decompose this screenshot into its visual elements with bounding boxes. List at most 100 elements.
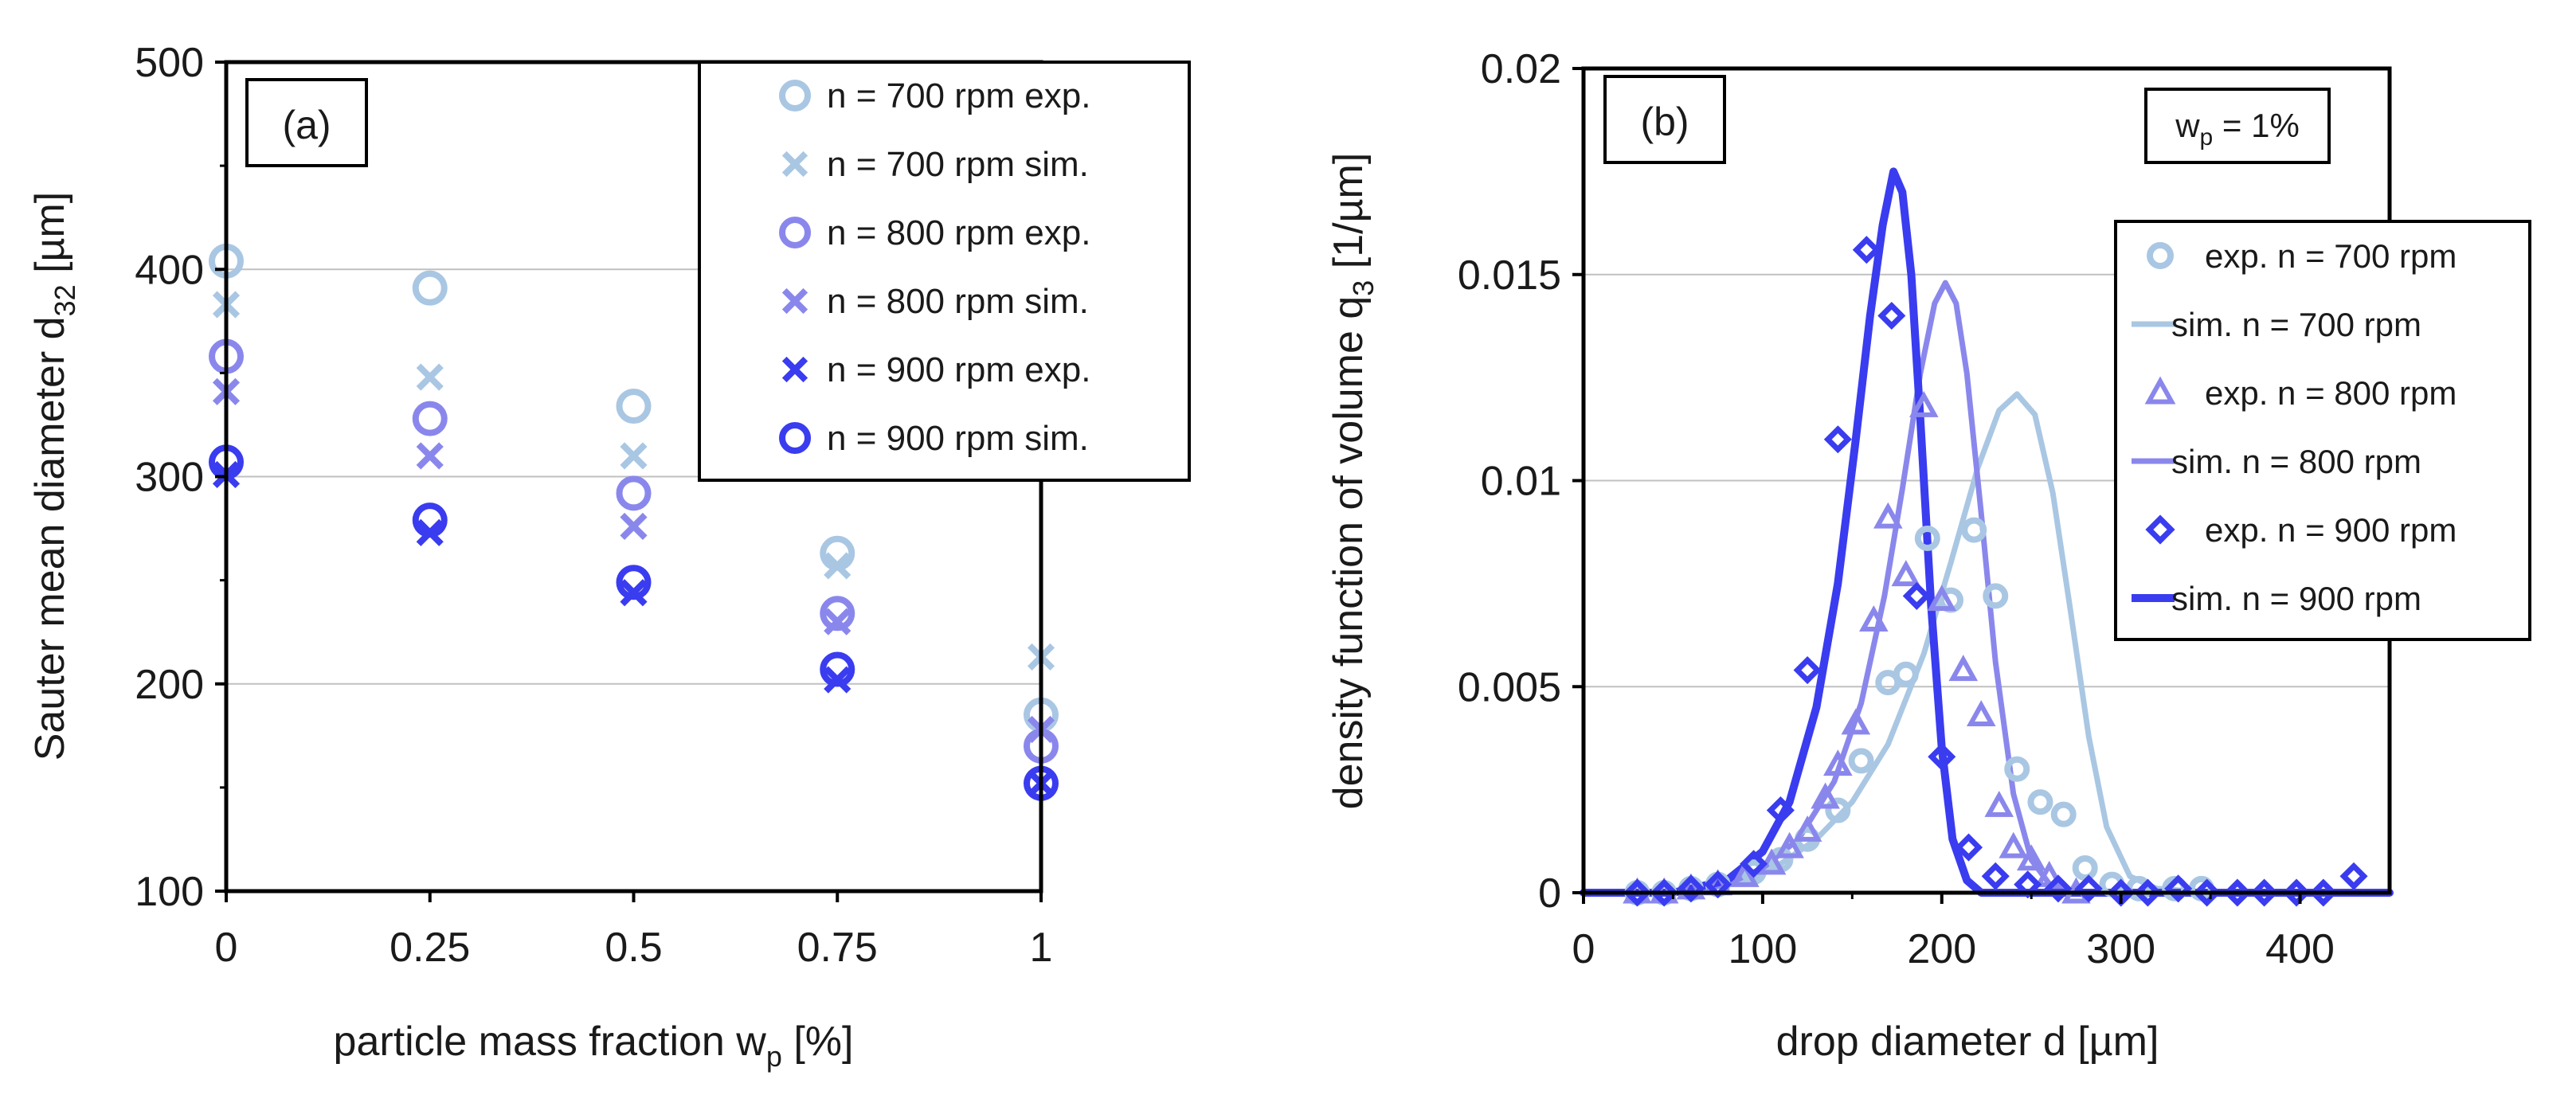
b-panel-label: (b) xyxy=(1640,100,1689,144)
b-legend-label: exp. n = 700 rpm xyxy=(2205,237,2457,275)
a-data-point xyxy=(416,442,444,470)
a-x-tick-label: 0.75 xyxy=(797,925,878,971)
b-data-point xyxy=(2164,874,2193,903)
b-panel-label-box xyxy=(1603,75,1726,164)
a-x-tick-label: 1 xyxy=(1030,925,1053,971)
a-x-tick-label: 0.5 xyxy=(605,925,662,971)
a-legend-label: n = 900 rpm sim. xyxy=(827,419,1089,458)
a-legend-label: n = 900 rpm exp. xyxy=(827,350,1090,389)
b-legend-label: exp. n = 800 rpm xyxy=(2205,374,2457,412)
b-legend-marker xyxy=(2145,514,2175,545)
a-data-point xyxy=(616,565,652,600)
b-data-point xyxy=(1877,301,1906,330)
a-data-point xyxy=(824,608,851,635)
a-data-point xyxy=(416,363,444,391)
a-legend-marker xyxy=(779,422,811,454)
a-data-point xyxy=(620,579,648,607)
a-data-point xyxy=(820,596,855,632)
a-data-point xyxy=(824,666,851,694)
panel-a: 100 200 300 400 500 0 0.25 0.5 0.75 1 (a) n = 700… xyxy=(27,40,1191,1073)
b-data-point xyxy=(2193,878,2222,907)
a-series xyxy=(209,444,1059,801)
b-data-point xyxy=(1891,560,1921,587)
a-y-axis-label: Sauter mean diameter d32 [µm] xyxy=(27,192,81,761)
b-data-point xyxy=(1984,790,2014,817)
b-data-point xyxy=(1966,700,1996,727)
a-legend-marker xyxy=(779,217,811,248)
b-data-point xyxy=(2074,874,2103,903)
b-data-point xyxy=(1859,605,1889,632)
b-data-point xyxy=(1811,782,1840,809)
b-data-point xyxy=(1775,831,1804,858)
panel-b: 0 0.005 0.01 0.015 0.02 0 100 200 300 400 (b) wp … xyxy=(1325,46,2531,1065)
b-data-point xyxy=(1893,661,1919,687)
b-data-point xyxy=(2339,862,2368,890)
a-y-tick-label: 100 xyxy=(135,869,204,915)
b-y-tick-label: 0.02 xyxy=(1481,46,1561,92)
b-data-point xyxy=(2133,878,2162,907)
a-data-point xyxy=(412,270,448,306)
a-data-point xyxy=(412,503,448,538)
b-data-point xyxy=(1650,878,1678,907)
b-data-point xyxy=(1825,797,1851,823)
b-data-point xyxy=(1961,517,1987,543)
b-data-point xyxy=(1677,874,1705,903)
b-y-tick-label: 0.01 xyxy=(1481,459,1561,505)
b-data-point xyxy=(1983,583,2009,609)
b-data-point xyxy=(1999,831,2029,858)
a-y-tick-label: 300 xyxy=(135,455,204,501)
b-y-tick-label: 0 xyxy=(1538,870,1561,917)
b-x-tick-label: 300 xyxy=(2086,926,2155,972)
b-legend-label: exp. n = 900 rpm xyxy=(2205,511,2457,549)
b-data-point xyxy=(1914,525,1940,551)
b-data-point xyxy=(2027,789,2053,815)
a-panel-label-box xyxy=(245,78,368,167)
b-legend-label: sim. n = 900 rpm xyxy=(2171,580,2421,617)
b-data-point xyxy=(1792,815,1822,842)
a-legend-label: n = 800 rpm sim. xyxy=(827,282,1089,321)
b-series-markers xyxy=(1623,390,2091,904)
b-data-point xyxy=(1841,708,1871,735)
a-legend-marker xyxy=(779,80,811,111)
b-data-point xyxy=(1730,860,1760,887)
b-data-point xyxy=(2050,801,2077,827)
b-data-point xyxy=(1948,655,1979,682)
a-y-tick-label: 400 xyxy=(135,247,204,293)
b-data-point xyxy=(1740,850,1768,878)
b-data-point xyxy=(2072,854,2098,881)
b-data-point xyxy=(2282,878,2311,907)
b-data-point xyxy=(1954,833,1983,862)
b-data-point xyxy=(1873,502,1903,529)
a-x-tick-label: 0 xyxy=(215,925,238,971)
b-legend: exp. n = 700 rpm sim. n = 700 rpm exp. n =… xyxy=(2132,237,2457,617)
a-y-tick-label: 500 xyxy=(135,40,204,86)
a-legend-box xyxy=(698,61,1191,482)
a-data-point xyxy=(616,389,652,424)
a-data-point xyxy=(620,442,648,470)
b-data-point xyxy=(2309,878,2338,907)
b-data-point xyxy=(1823,425,1852,454)
b-data-point xyxy=(2223,878,2252,907)
a-series xyxy=(212,460,1055,797)
b-data-point xyxy=(1927,585,1957,612)
a-axis-ticks: 100 200 300 400 500 0 0.25 0.5 0.75 1 xyxy=(135,40,1052,971)
a-data-point xyxy=(820,651,855,687)
a-legend-marker xyxy=(781,287,808,315)
b-data-point xyxy=(1902,581,1931,610)
b-y-tick-label: 0.005 xyxy=(1458,664,1561,710)
b-data-point xyxy=(1823,749,1853,776)
b-data-point xyxy=(1623,878,1652,907)
b-data-point xyxy=(1981,862,2010,890)
b-data-point xyxy=(1852,236,1881,264)
b-data-point xyxy=(1909,390,1939,417)
a-legend-label: n = 700 rpm sim. xyxy=(827,145,1089,184)
b-data-point xyxy=(1766,796,1795,825)
b-axis-ticks: 0 0.005 0.01 0.015 0.02 0 100 200 300 400 xyxy=(1458,46,2335,972)
a-y-tick-label: 200 xyxy=(135,662,204,708)
a-legend-marker xyxy=(781,356,808,383)
b-legend-marker xyxy=(2144,376,2176,405)
b-data-point xyxy=(2016,844,2046,871)
a-x-axis-label: particle mass fraction wp [%] xyxy=(334,1019,854,1073)
b-series-line xyxy=(1580,167,2394,897)
